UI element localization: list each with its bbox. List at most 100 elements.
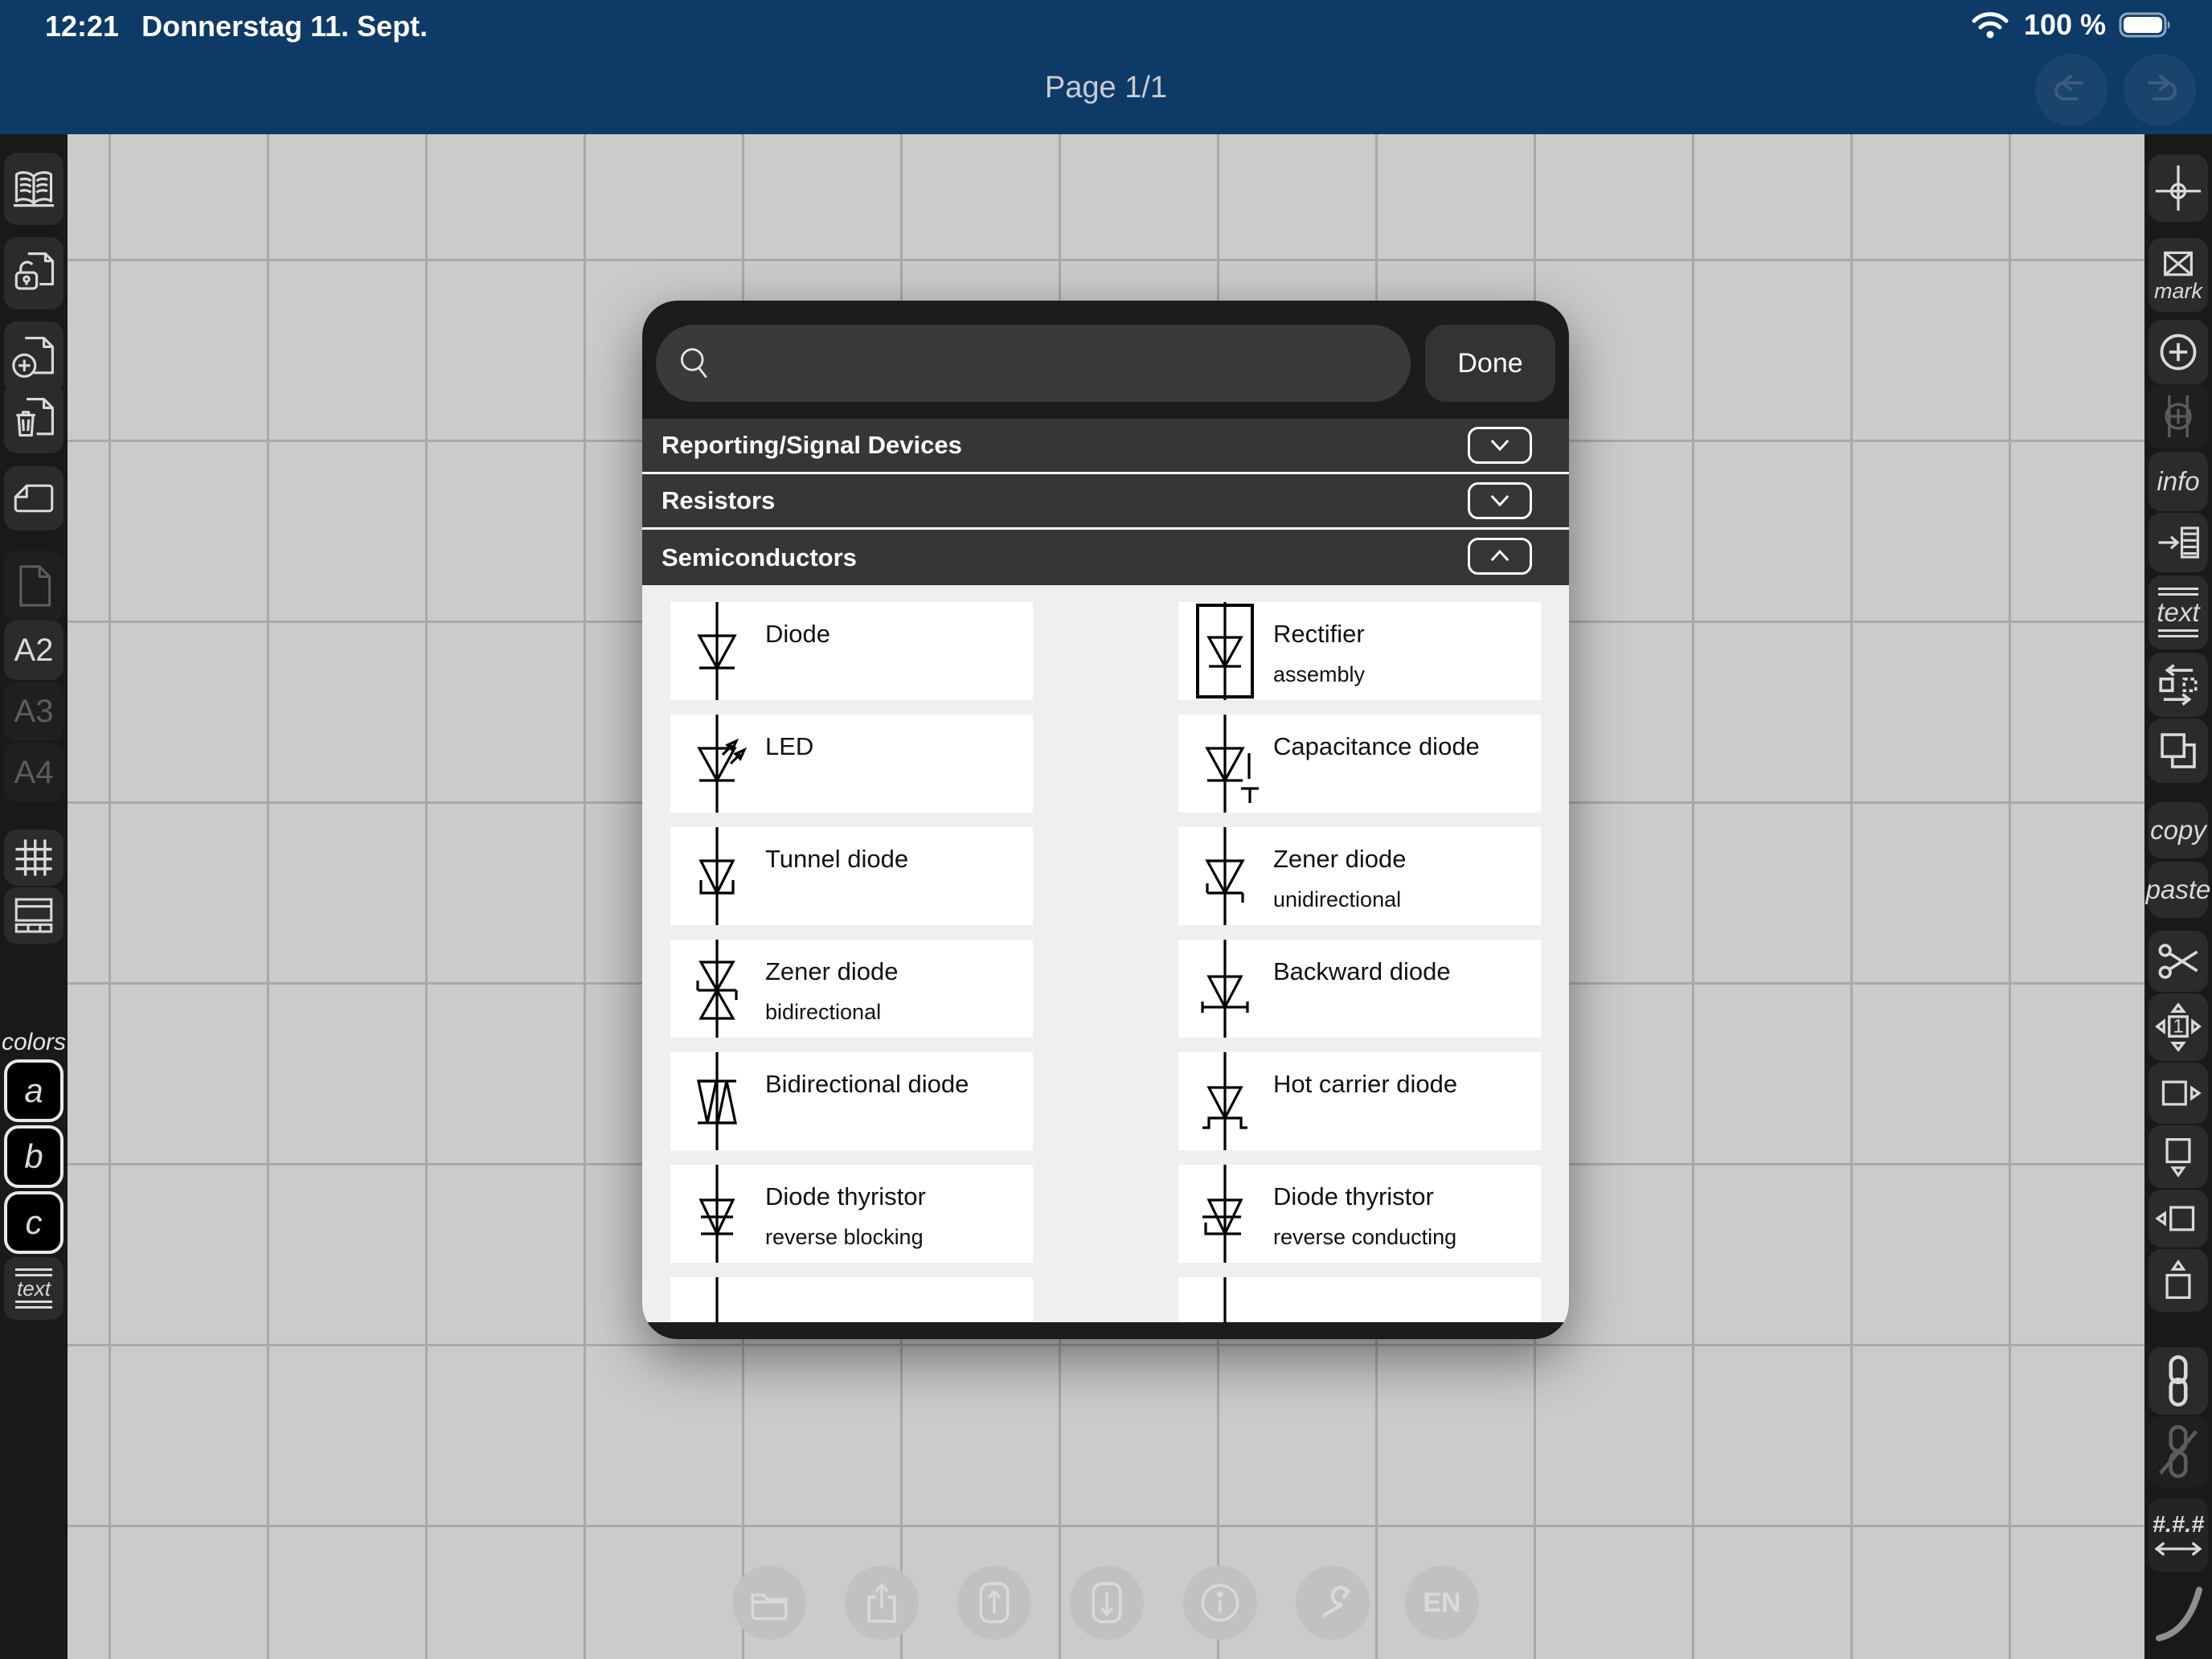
component-card-backward-diode[interactable]: Backward diode	[1178, 940, 1541, 1038]
clock: 12:21	[45, 10, 120, 43]
unlock-page-button[interactable]	[4, 237, 63, 309]
move-down-button[interactable]	[2149, 1125, 2208, 1188]
done-button[interactable]: Done	[1425, 325, 1555, 402]
component-card-rectifier-assembly[interactable]: Rectifier assembly	[1178, 602, 1541, 700]
search-field[interactable]	[656, 325, 1411, 402]
component-card-led[interactable]: LED	[670, 715, 1033, 813]
link-button[interactable]	[2149, 1347, 2208, 1415]
info-button[interactable]: info	[2149, 452, 2208, 511]
a2-label: A2	[14, 632, 54, 668]
share-button[interactable]	[845, 1566, 919, 1640]
move-right-button[interactable]	[2149, 1063, 2208, 1124]
mark-button[interactable]: mark	[2149, 238, 2208, 312]
page-size-a3-button[interactable]: A3	[4, 682, 63, 741]
battery-percent: 100 %	[2023, 8, 2106, 41]
snap-button[interactable]	[2149, 384, 2208, 449]
right-toolbar: mark info text	[2144, 134, 2212, 1659]
cut-button[interactable]	[2149, 931, 2208, 992]
redo-icon	[2148, 75, 2177, 100]
blank-page-button[interactable]	[4, 551, 63, 621]
move-step-icon: 1	[2155, 1002, 2202, 1052]
about-button[interactable]	[1183, 1566, 1257, 1640]
grid-toggle-button[interactable]	[4, 830, 63, 886]
color-a-label: a	[24, 1071, 43, 1109]
undo-icon	[2054, 75, 2083, 100]
component-list[interactable]: Diode Rectifier assembly LED Capacitance…	[642, 585, 1569, 1322]
component-card-partial[interactable]	[1178, 1277, 1541, 1322]
add-element-button[interactable]	[2149, 320, 2208, 384]
component-card-partial[interactable]	[670, 1277, 1033, 1322]
section-resistors[interactable]: Resistors	[642, 474, 1569, 527]
diode-thyristor-reverse-conducting-symbol	[1185, 1165, 1265, 1263]
move-up-button[interactable]	[2149, 1249, 2208, 1312]
component-card-zener-unidirectional[interactable]: Zener diode unidirectional	[1178, 827, 1541, 925]
text-settings-button[interactable]: text	[2149, 576, 2208, 649]
move-up-icon	[2165, 1259, 2191, 1299]
swap-button[interactable]	[2149, 653, 2208, 717]
redo-button[interactable]	[2124, 54, 2196, 126]
text-tool-label: text	[17, 1276, 51, 1301]
language-label: EN	[1423, 1587, 1461, 1618]
snap-icon	[2165, 395, 2192, 438]
delete-page-button[interactable]	[4, 383, 63, 453]
section-semiconductors[interactable]: Semiconductors	[642, 530, 1569, 585]
text-tool-button[interactable]: text	[4, 1257, 63, 1320]
upload-icon	[979, 1582, 1010, 1624]
chevron-down-icon[interactable]	[1468, 427, 1532, 464]
backward-diode-symbol	[1185, 940, 1265, 1038]
diode-symbol	[677, 602, 757, 700]
move-down-icon	[2165, 1138, 2191, 1178]
chevron-up-icon[interactable]	[1468, 538, 1532, 575]
undo-button[interactable]	[2035, 54, 2108, 126]
text-settings-label: text	[2157, 597, 2200, 627]
wifi-icon	[1972, 12, 2009, 39]
landscape-page-button[interactable]	[4, 466, 63, 530]
rectifier-assembly-symbol	[1185, 602, 1265, 700]
copy-button[interactable]: copy	[2149, 802, 2208, 858]
component-subtitle: unidirectional	[1273, 887, 1402, 911]
open-file-button[interactable]	[732, 1566, 806, 1640]
color-b-button[interactable]: b	[4, 1125, 63, 1188]
layout-button[interactable]	[4, 887, 63, 944]
component-card-hot-carrier-diode[interactable]: Hot carrier diode	[1178, 1052, 1541, 1150]
component-card-capacitance-diode[interactable]: Capacitance diode	[1178, 715, 1541, 813]
move-right-icon	[2161, 1080, 2202, 1106]
date: Donnerstag 11. Sept.	[141, 10, 428, 43]
page-size-a4-button[interactable]: A4	[4, 743, 63, 802]
add-circle-icon	[2160, 334, 2197, 371]
paste-button[interactable]: paste	[2146, 862, 2210, 918]
component-card-zener-bidirectional[interactable]: Zener diode bidirectional	[670, 940, 1033, 1038]
component-card-thyristor-reverse-conducting[interactable]: Diode thyristor reverse conducting	[1178, 1165, 1541, 1263]
settings-button[interactable]	[1296, 1566, 1370, 1640]
component-card-thyristor-reverse-blocking[interactable]: Diode thyristor reverse blocking	[670, 1165, 1033, 1263]
import-list-button[interactable]	[2149, 513, 2208, 572]
upload-button[interactable]	[957, 1566, 1031, 1640]
search-input[interactable]	[727, 346, 1390, 380]
dimension-button[interactable]: #.#.#	[2149, 1498, 2208, 1572]
led-symbol	[677, 715, 757, 813]
add-page-button[interactable]	[4, 322, 63, 392]
move-left-button[interactable]	[2149, 1190, 2208, 1247]
component-card-diode[interactable]: Diode	[670, 602, 1033, 700]
section-reporting-signal-devices[interactable]: Reporting/Signal Devices	[642, 419, 1569, 472]
component-card-bidirectional-diode[interactable]: Bidirectional diode	[670, 1052, 1033, 1150]
grid-icon	[15, 839, 52, 876]
status-left: 12:21 Donnerstag 11. Sept.	[45, 10, 428, 43]
duplicate-button[interactable]	[2149, 719, 2208, 783]
download-button[interactable]	[1070, 1566, 1144, 1640]
move-step-button[interactable]: 1	[2149, 993, 2208, 1061]
color-c-button[interactable]: c	[4, 1191, 63, 1254]
curve-tool-button[interactable]	[2146, 1577, 2210, 1646]
tunnel-diode-symbol	[677, 827, 757, 925]
page-size-a2-button[interactable]: A2	[4, 621, 63, 680]
color-a-button[interactable]: a	[4, 1059, 63, 1122]
library-book-button[interactable]	[4, 153, 63, 225]
language-button[interactable]: EN	[1405, 1566, 1479, 1640]
component-card-tunnel-diode[interactable]: Tunnel diode	[670, 827, 1033, 925]
unlink-button[interactable]	[2149, 1416, 2208, 1487]
crosshair-button[interactable]	[2149, 154, 2208, 222]
zener-diode-unidirectional-symbol	[1185, 827, 1265, 925]
dimension-label: #.#.#	[2152, 1511, 2205, 1538]
chevron-down-icon[interactable]	[1468, 482, 1532, 519]
top-header: 12:21 Donnerstag 11. Sept. 100 % Page 1/…	[0, 0, 2212, 134]
